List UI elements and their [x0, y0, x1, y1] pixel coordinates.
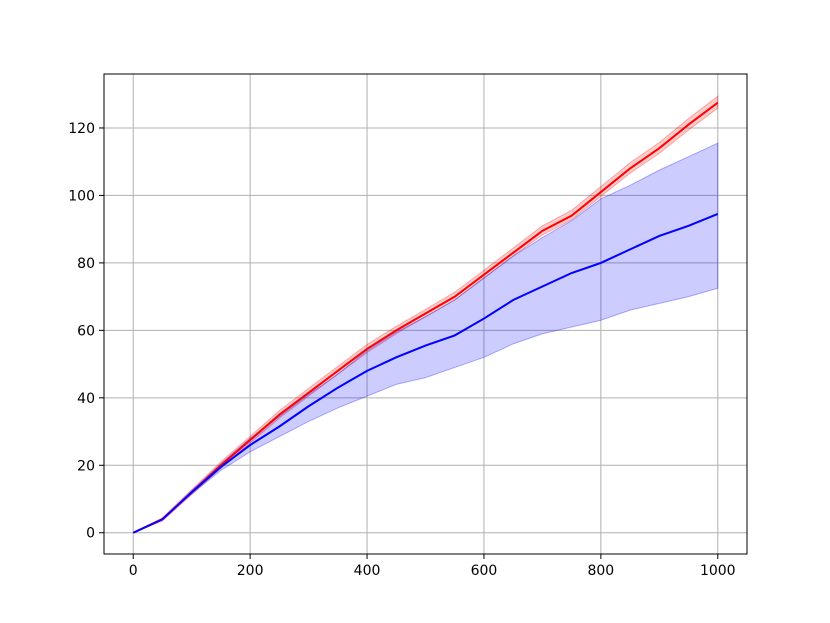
- x-tick-label: 800: [587, 563, 614, 579]
- x-tick-label: 0: [129, 563, 138, 579]
- x-tick-label: 400: [354, 563, 381, 579]
- y-tick-label: 40: [77, 391, 95, 407]
- line: [132, 213, 719, 534]
- y-tick-label: 80: [77, 256, 95, 272]
- band: [133, 142, 719, 534]
- x-tick-label: 1000: [700, 563, 736, 579]
- y-tick-label: 20: [77, 458, 95, 474]
- y-tick-label: 60: [77, 323, 95, 339]
- plot-frame: [103, 73, 748, 555]
- x-tick-label: 600: [471, 563, 498, 579]
- y-tick-label: 100: [68, 188, 95, 204]
- y-tick-label: 120: [68, 121, 95, 137]
- x-tick-label: 200: [237, 563, 264, 579]
- line: [132, 101, 719, 534]
- y-tick-label: 0: [86, 526, 95, 542]
